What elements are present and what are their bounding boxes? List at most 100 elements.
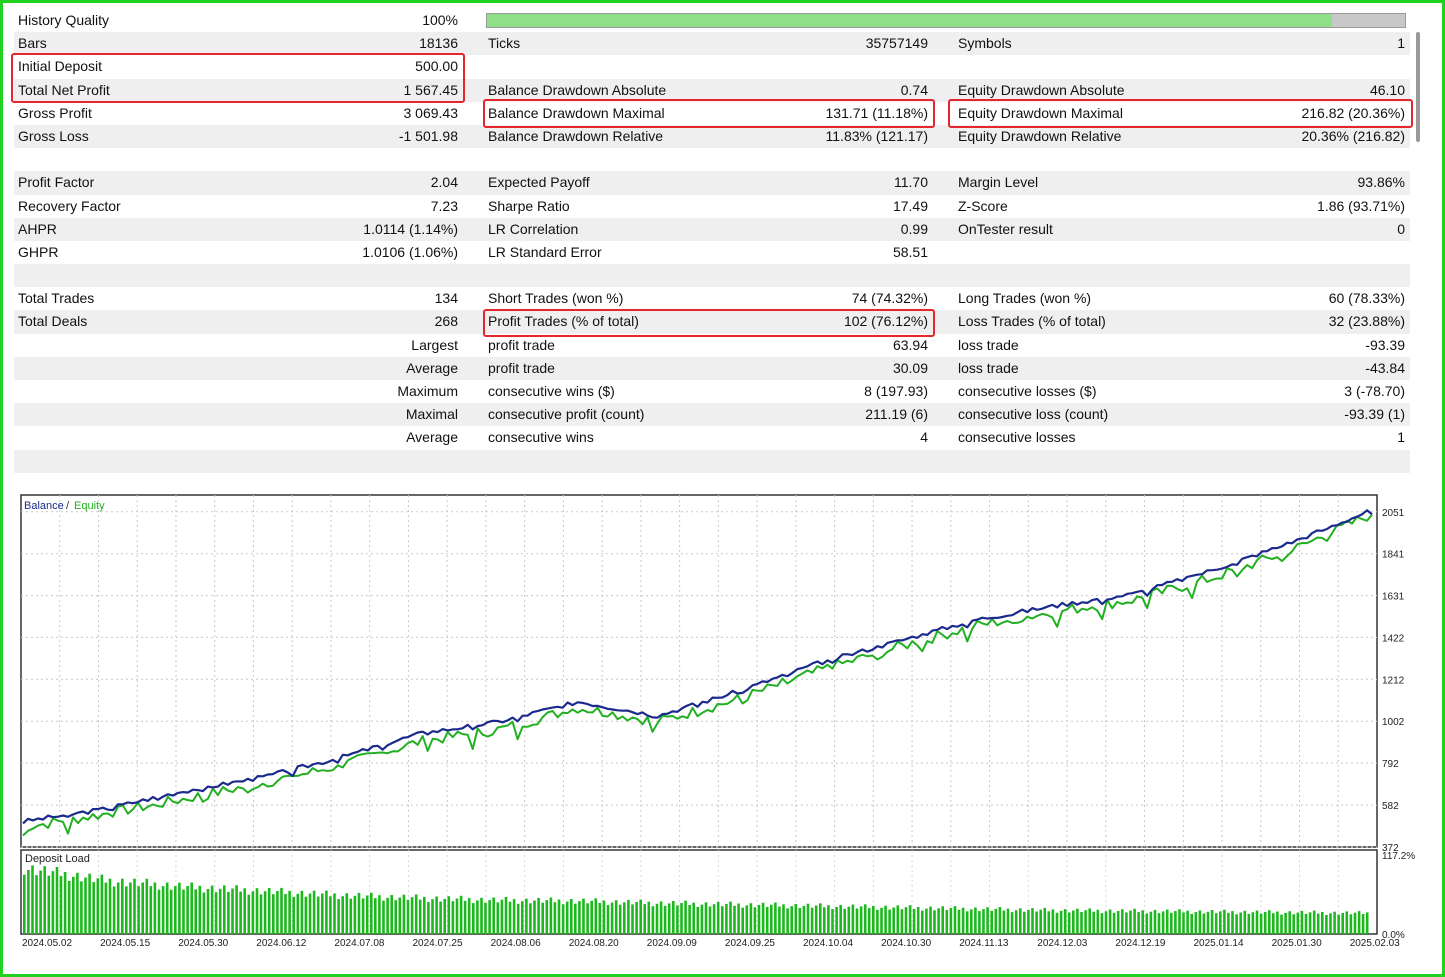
table-row: Maximum consecutive wins ($) 8 (197.93) con… [14, 380, 1410, 403]
stat-value: 30.09 [892, 359, 928, 376]
stat-value [634, 264, 928, 287]
stat-label: Total Net Profit [18, 81, 110, 98]
stat-label: consecutive losses [958, 429, 1076, 446]
stat-label: consecutive wins ($) [488, 383, 615, 399]
stat-label: GHPR [18, 243, 59, 260]
table-row: Total Trades 134 Short Trades (won %) 74 (7… [14, 287, 1410, 310]
stat-value: 0.99 [900, 220, 928, 237]
stat-label: consecutive profit (count) [488, 406, 645, 423]
stat-value: 0.74 [900, 81, 928, 98]
stat-value: 35757149 [865, 35, 928, 52]
stat-value: 134 [434, 290, 458, 307]
history-quality-bar [486, 13, 1406, 28]
stat-label: Gross Loss [18, 127, 89, 144]
row-group-label: Largest [411, 336, 458, 353]
stat-value: 216.82 (20.36%) [1301, 104, 1405, 121]
row-group-label: Average [406, 429, 458, 446]
table-row [14, 449, 1410, 473]
stat-label: Short Trades (won %) [488, 290, 624, 307]
row-group-label: Maximal [405, 406, 458, 423]
stat-value: 3 069.43 [403, 104, 459, 121]
stat-label: Z-Score [958, 197, 1008, 214]
stat-value: 1.86 (93.71%) [1317, 197, 1405, 214]
table-row: Gross Profit 3 069.43 Balance Drawdown Max… [14, 102, 1410, 125]
stat-label: AHPR [18, 220, 57, 237]
stat-label: Total Trades [18, 290, 95, 307]
stat-label: History Quality [18, 12, 110, 28]
row-group-label: Maximum [397, 383, 458, 399]
stat-value [1124, 55, 1405, 78]
stat-label: Long Trades (won %) [958, 290, 1092, 307]
stat-value: 11.83% (121.17) [825, 127, 928, 144]
stat-value: 46.10 [1369, 81, 1405, 98]
stat-value: 268 [434, 313, 458, 330]
stat-value: 4 [920, 429, 928, 446]
stat-label: Ticks [488, 35, 521, 52]
highlight-equity-drawdown [948, 99, 1413, 128]
table-row: Total Net Profit 1 567.45 Balance Drawdown… [14, 78, 1410, 102]
stat-value: 17.49 [892, 197, 928, 214]
stat-value [1124, 241, 1405, 264]
stat-value [634, 55, 928, 78]
highlight-profit-trades [483, 309, 935, 337]
stat-value: 11.70 [894, 174, 928, 191]
stat-value [634, 450, 928, 473]
stat-value: 131.71 (11.18%) [825, 104, 928, 121]
table-row: Maximal consecutive profit (count) 211.19 … [14, 403, 1410, 427]
table-row: Recovery Factor 7.23 Sharpe Ratio 17.49 Z-Sc… [14, 195, 1410, 218]
stat-value: 102 (76.12%) [843, 313, 928, 330]
stat-value: 7.23 [430, 197, 458, 214]
stat-value: 8 (197.93) [864, 383, 928, 399]
table-row: AHPR 1.0114 (1.14%) LR Correlation 0.99 OnTe… [14, 217, 1410, 241]
stats-scrollbar[interactable] [1416, 32, 1420, 142]
table-row: Bars 18136 Ticks 35757149 Symbols 1 [14, 32, 1410, 56]
stat-value [1124, 148, 1405, 171]
stat-value: 211.19 (6) [865, 406, 928, 423]
stat-value: 32 (23.88%) [1328, 313, 1405, 330]
stat-value: 1.0106 (1.06%) [362, 243, 458, 260]
stat-value: 100% [422, 12, 458, 28]
stat-label: loss trade [958, 336, 1019, 353]
stat-label: Balance Drawdown Absolute [488, 81, 667, 98]
table-row: Largest profit trade 63.94 loss trade -93.39 [14, 334, 1410, 357]
history-quality-fill [487, 14, 1332, 27]
table-row: Profit Factor 2.04 Expected Payoff 11.70 Mar… [14, 171, 1410, 195]
table-row: History Quality 100% [14, 9, 1410, 32]
stat-label: Gross Profit [18, 104, 92, 121]
stat-label: profit trade [488, 359, 555, 376]
stat-label: Balance Drawdown Relative [488, 127, 664, 144]
stats-table: History Quality 100% Bars 18136 Ticks 3575714… [14, 9, 1410, 473]
stat-value: -1 501.98 [398, 127, 458, 144]
stat-value: -93.39 (1) [1344, 406, 1405, 423]
table-row: Average profit trade 30.09 loss trade -43.84 [14, 356, 1410, 380]
stat-value [154, 450, 458, 473]
stat-value: 3 (-78.70) [1344, 383, 1405, 399]
stat-value: 74 (74.32%) [851, 290, 928, 307]
table-row [14, 148, 1410, 171]
stat-value: 1 [1397, 35, 1405, 52]
stat-value: 1 [1397, 429, 1405, 446]
table-row: Initial Deposit 500.00 [14, 55, 1410, 78]
stat-value: 63.94 [892, 336, 928, 353]
stat-label: Sharpe Ratio [488, 197, 570, 214]
stat-value: 1.0114 (1.14%) [363, 220, 458, 237]
stat-value [154, 264, 458, 287]
stat-label: LR Standard Error [488, 243, 602, 260]
stat-value: 93.86% [1357, 174, 1405, 191]
stat-label: Profit Trades (% of total) [488, 313, 639, 330]
stat-label: Loss Trades (% of total) [958, 313, 1106, 330]
stat-label: LR Correlation [488, 220, 579, 237]
stat-label: Expected Payoff [488, 174, 590, 191]
stat-label: Margin Level [958, 174, 1039, 191]
stat-value: 20.36% (216.82) [1301, 127, 1405, 144]
highlight-balance-drawdown [483, 99, 935, 128]
stat-label: Symbols [958, 35, 1012, 52]
stat-label: Initial Deposit [18, 58, 103, 75]
row-group-label: Average [406, 359, 458, 376]
stat-label: consecutive wins [488, 429, 594, 446]
stat-label: Equity Drawdown Maximal [958, 104, 1123, 121]
stat-label: consecutive loss (count) [958, 406, 1109, 423]
stat-label: Profit Factor [18, 174, 95, 191]
stat-value: 0 [1397, 220, 1405, 237]
stat-value [154, 148, 458, 171]
